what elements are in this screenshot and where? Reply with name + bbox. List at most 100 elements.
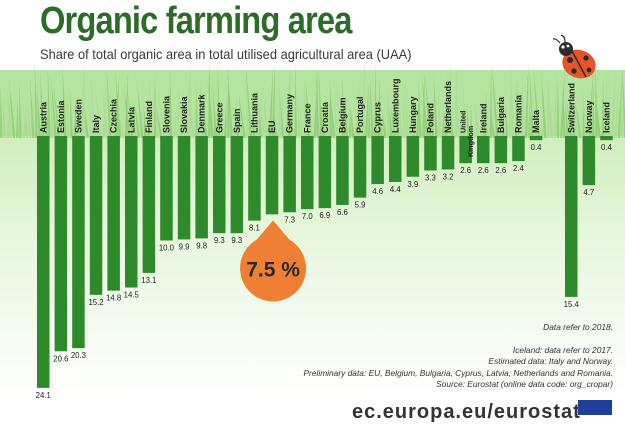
label-line: United	[459, 111, 468, 133]
grass-blade	[388, 105, 393, 138]
grass-blade	[353, 101, 361, 138]
ladybug-icon	[552, 34, 596, 79]
value-label-greece: 9.3	[214, 236, 225, 245]
grass-blade	[345, 109, 349, 138]
grass-blade	[462, 80, 467, 138]
grass-blade	[541, 71, 547, 138]
grass-blade	[424, 72, 432, 138]
grass-blade	[299, 103, 304, 138]
grass-blade	[377, 97, 384, 138]
highlight-circle	[240, 235, 307, 302]
value-label-belgium: 6.6	[337, 208, 348, 217]
highlight-value-label: 7.5 %	[246, 258, 300, 281]
grass-blade	[556, 75, 560, 138]
grass-blade	[562, 86, 566, 138]
grass-blade	[387, 83, 390, 138]
category-label-croatia: Croatia	[320, 101, 330, 133]
bar-spain	[230, 136, 244, 234]
grass-blade	[27, 100, 32, 138]
grass-blade	[19, 81, 22, 138]
grass-blade	[280, 96, 285, 138]
grass-blade	[278, 73, 281, 138]
grass-blade	[395, 104, 400, 138]
grass-blade	[287, 80, 294, 138]
grass-blade	[0, 85, 3, 138]
value-label-lithuania: 8.1	[249, 224, 260, 233]
grass-blade	[601, 78, 605, 138]
grass-blade	[224, 98, 227, 138]
grass-blade	[83, 72, 86, 138]
value-label-finland: 13.1	[141, 276, 156, 285]
grass-blade	[574, 101, 582, 138]
grass-blade	[481, 103, 489, 138]
category-label-finland: Finland	[144, 101, 154, 133]
grass-blade	[470, 105, 473, 138]
grass-blade	[318, 97, 326, 138]
bar-poland	[424, 136, 437, 171]
bar-malta	[529, 136, 543, 141]
grass-blade	[489, 109, 496, 138]
bar-italy	[89, 136, 103, 295]
grass-blade	[256, 103, 259, 138]
grass-blade	[251, 98, 256, 138]
chart-subtitle: Share of total organic area in total uti…	[40, 46, 412, 62]
grass-blade	[592, 84, 595, 138]
grass-blade	[123, 85, 131, 138]
note-source: Source: Eurostat (online data code: org_…	[436, 379, 613, 390]
grass-blade	[421, 73, 429, 138]
grass-blade	[611, 72, 616, 138]
grass-blade	[444, 74, 448, 138]
grass-blade	[404, 76, 409, 138]
grass-blade	[50, 79, 54, 138]
grass-blade	[449, 98, 454, 138]
value-label-bulgaria: 2.6	[495, 166, 506, 175]
grass-blade	[604, 70, 608, 138]
eu-flag-icon	[578, 400, 612, 415]
grass-blade	[34, 60, 38, 138]
grass-blade	[262, 85, 269, 138]
grass-blade	[398, 89, 403, 138]
bar-lithuania	[248, 136, 261, 221]
grass-blade	[203, 107, 208, 138]
grass-blade	[152, 92, 160, 138]
value-label-croatia: 6.9	[319, 211, 330, 220]
bar-united-kingdom	[459, 136, 472, 164]
grass-blade	[126, 85, 134, 138]
grass-blade	[369, 78, 374, 138]
grass-blade	[294, 61, 297, 139]
grass-blade	[297, 93, 301, 138]
bar-croatia	[318, 136, 332, 209]
category-label-slovakia: Slovakia	[179, 95, 189, 133]
grass-blade	[227, 64, 230, 138]
grass-blade	[418, 85, 422, 138]
grass-blade	[355, 76, 360, 138]
grass-blade	[381, 107, 387, 138]
grass-blade	[212, 83, 217, 138]
value-label-denmark: 9.8	[196, 241, 207, 250]
bar-belgium	[336, 136, 349, 205]
grass-blade	[245, 64, 253, 138]
category-label-netherlands: Netherlands	[443, 81, 453, 133]
grass-blade	[407, 86, 413, 138]
value-label-switzerland: 15.4	[564, 300, 580, 309]
grass-blade	[581, 84, 589, 138]
value-label-latvia: 14.5	[124, 291, 140, 300]
grass-blade	[515, 76, 518, 138]
grass-blade	[529, 70, 534, 138]
bar-romania	[512, 136, 525, 162]
category-label-iceland: Iceland	[601, 102, 611, 133]
grass-blade	[259, 92, 265, 138]
category-label-luxembourg: Luxembourg	[390, 78, 400, 133]
category-label-denmark: Denmark	[197, 93, 207, 133]
grass-blade	[148, 73, 153, 138]
category-label-austria: Austria	[38, 101, 48, 133]
grass-blade	[466, 105, 470, 138]
grass-blade	[106, 65, 112, 138]
bar-eu	[265, 136, 279, 215]
grass-blade	[342, 76, 345, 138]
grass-blade	[47, 65, 51, 138]
value-label-portugal: 5.9	[355, 201, 366, 210]
grass-blade	[40, 71, 45, 138]
value-label-italy: 15.2	[88, 298, 103, 307]
grass-blade	[284, 102, 290, 138]
